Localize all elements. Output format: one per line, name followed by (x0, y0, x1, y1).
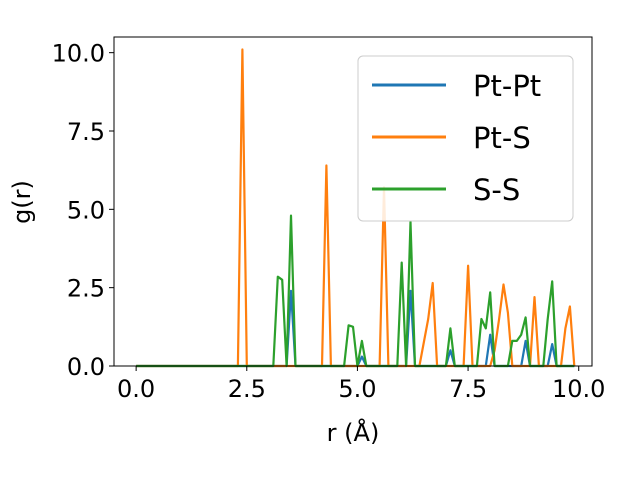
plot-frame (113, 36, 593, 367)
x-tick-label: 7.5 (449, 375, 487, 403)
y-tick-label: 7.5 (67, 118, 105, 146)
x-axis-label: r (Å) (327, 418, 380, 447)
series-line-2 (136, 214, 575, 368)
y-tick-label: 5.0 (67, 196, 105, 224)
y-axis-label: g(r) (8, 180, 36, 224)
y-tick-label: 10.0 (52, 40, 105, 68)
legend: Pt-Pt Pt-S S-S (357, 55, 574, 222)
legend-label: Pt-Pt (473, 69, 541, 103)
legend-label: S-S (473, 173, 520, 207)
x-tick-label: 2.5 (228, 375, 266, 403)
y-ticks: 0.0 2.5 5.0 7.5 10.0 (52, 40, 114, 381)
series-line-1 (136, 48, 576, 368)
x-tick-label: 0.0 (117, 375, 155, 403)
x-tick-label: 10.0 (552, 375, 605, 403)
y-tick-label: 2.5 (67, 275, 105, 303)
x-tick-label: 5.0 (338, 375, 376, 403)
x-ticks: 0.0 2.5 5.0 7.5 10.0 (117, 366, 605, 403)
legend-box (357, 55, 574, 222)
legend-label: Pt-S (473, 121, 531, 155)
y-tick-label: 0.0 (67, 353, 105, 381)
